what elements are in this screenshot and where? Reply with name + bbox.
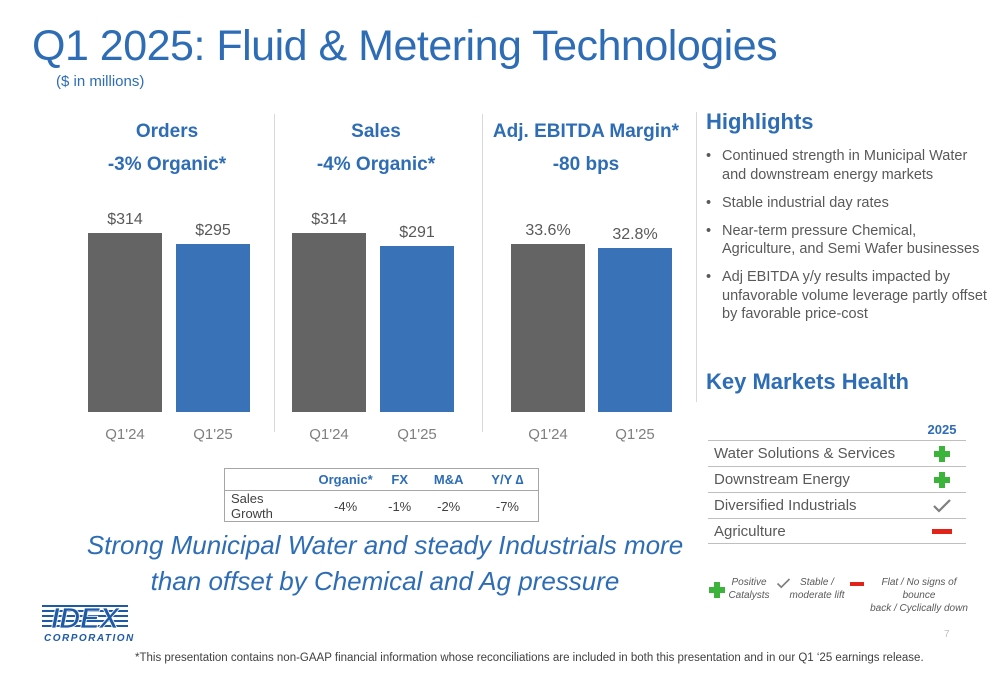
key-market-name: Diversified Industrials [714,497,857,514]
growth-header-blank [224,468,313,491]
growth-table-row: Sales Growth -4% -1% -2% -7% [224,490,540,522]
key-market-row: Water Solutions & Services [708,440,966,466]
highlight-item: Near-term pressure Chemical, Agriculture… [706,222,991,259]
legend-positive-line-2: Catalysts [728,590,770,601]
highlight-item: Adj EBITDA y/y results impacted by unfav… [706,268,991,324]
orders-bar-0 [88,233,162,412]
growth-fx-value: -1% [378,490,421,522]
tagline-line-1: Strong Municipal Water and steady Indust… [86,530,684,560]
check-icon [933,498,951,513]
chart-divider-1 [274,114,275,432]
growth-header-fx: FX [378,468,421,491]
legend-minus-icon [850,582,864,586]
legend-flat-line-1: Flat / No signs of bounce [881,577,957,601]
sales-chart-title: Sales [351,121,401,142]
sales-chart-subtitle: -4% Organic* [316,154,436,175]
legend-flat: Flat / No signs of bounce back / Cyclica… [864,576,974,615]
highlights-title: Highlights [706,109,814,134]
sales-bar-0 [292,233,366,412]
sales-x-label-0: Q1'24 [309,426,349,443]
ebitda-chart-subtitle: -80 bps [552,154,620,175]
ebitda-bar-0 [511,244,585,412]
legend-stable-line-1: Stable / [800,577,834,588]
tagline: Strong Municipal Water and steady Indust… [80,527,690,599]
plus-icon [934,445,950,462]
orders-bar-1 [176,244,250,412]
key-market-row: Diversified Industrials [708,492,966,518]
sales-bar-label-1: $291 [399,224,435,241]
footnote: *This presentation contains non-GAAP fin… [135,652,924,664]
orders-chart-subtitle: -3% Organic* [107,154,227,175]
growth-ma-value: -2% [420,490,477,522]
highlight-item: Stable industrial day rates [706,194,991,213]
plus-icon [934,471,950,488]
ebitda-bar-label-1: 32.8% [612,226,658,243]
legend-plus-icon [709,582,725,598]
highlight-item: Continued strength in Municipal Water an… [706,147,991,184]
sales-bar-label-0: $314 [311,211,347,228]
key-markets-year: 2025 [927,422,957,437]
key-markets-title: Key Markets Health [706,369,909,394]
sales-bar-1 [380,246,454,412]
ebitda-chart-title: Adj. EBITDA Margin* [492,121,680,142]
key-market-name: Downstream Energy [714,471,850,488]
ebitda-x-label-1: Q1'25 [615,426,655,443]
growth-row-label: Sales Growth [224,490,313,522]
orders-x-label-0: Q1'24 [105,426,145,443]
orders-chart-title: Orders [135,121,199,142]
orders-bar-label-1: $295 [195,222,231,239]
logo-corporation: CORPORATION [44,633,135,644]
legend-stable: Stable / moderate lift [788,576,846,602]
ebitda-bar-1 [598,248,672,412]
ebitda-x-label-0: Q1'24 [528,426,568,443]
growth-table-header: Organic* FX M&A Y/Y ∆ [224,468,540,491]
slide-subtitle: ($ in millions) [56,73,145,90]
sales-growth-table: Organic* FX M&A Y/Y ∆ Sales Growth -4% -… [224,468,540,522]
growth-header-ma: M&A [420,468,477,491]
highlights-divider [696,112,697,402]
page-number: 7 [944,629,950,640]
growth-organic-value: -4% [312,490,379,522]
growth-yy-value: -7% [476,490,540,522]
orders-bar-label-0: $314 [107,211,143,228]
key-markets-table: Water Solutions & Services Downstream En… [708,440,966,544]
legend-flat-line-2: back / Cyclically down [870,603,968,614]
highlights-list: Continued strength in Municipal Water an… [706,147,991,333]
legend-positive: Positive Catalysts [725,576,773,602]
minus-icon [932,529,952,534]
orders-x-label-1: Q1'25 [193,426,233,443]
idex-logo: IDEX [42,603,128,632]
legend-stable-line-2: moderate lift [789,590,845,601]
growth-header-yy: Y/Y ∆ [476,468,540,491]
legend-positive-line-1: Positive [731,577,767,588]
logo-wordmark: IDEX [51,603,120,632]
key-market-row: Agriculture [708,518,966,544]
growth-header-organic: Organic* [312,468,379,491]
slide-title: Q1 2025: Fluid & Metering Technologies [32,22,778,70]
legend-check-icon [776,578,791,589]
ebitda-bar-label-0: 33.6% [525,222,571,239]
chart-divider-2 [482,114,483,432]
key-market-name: Water Solutions & Services [714,445,896,462]
sales-x-label-1: Q1'25 [397,426,437,443]
tagline-line-2: than offset by Chemical and Ag pressure [150,566,620,596]
key-market-row: Downstream Energy [708,466,966,492]
key-market-name: Agriculture [714,522,786,540]
